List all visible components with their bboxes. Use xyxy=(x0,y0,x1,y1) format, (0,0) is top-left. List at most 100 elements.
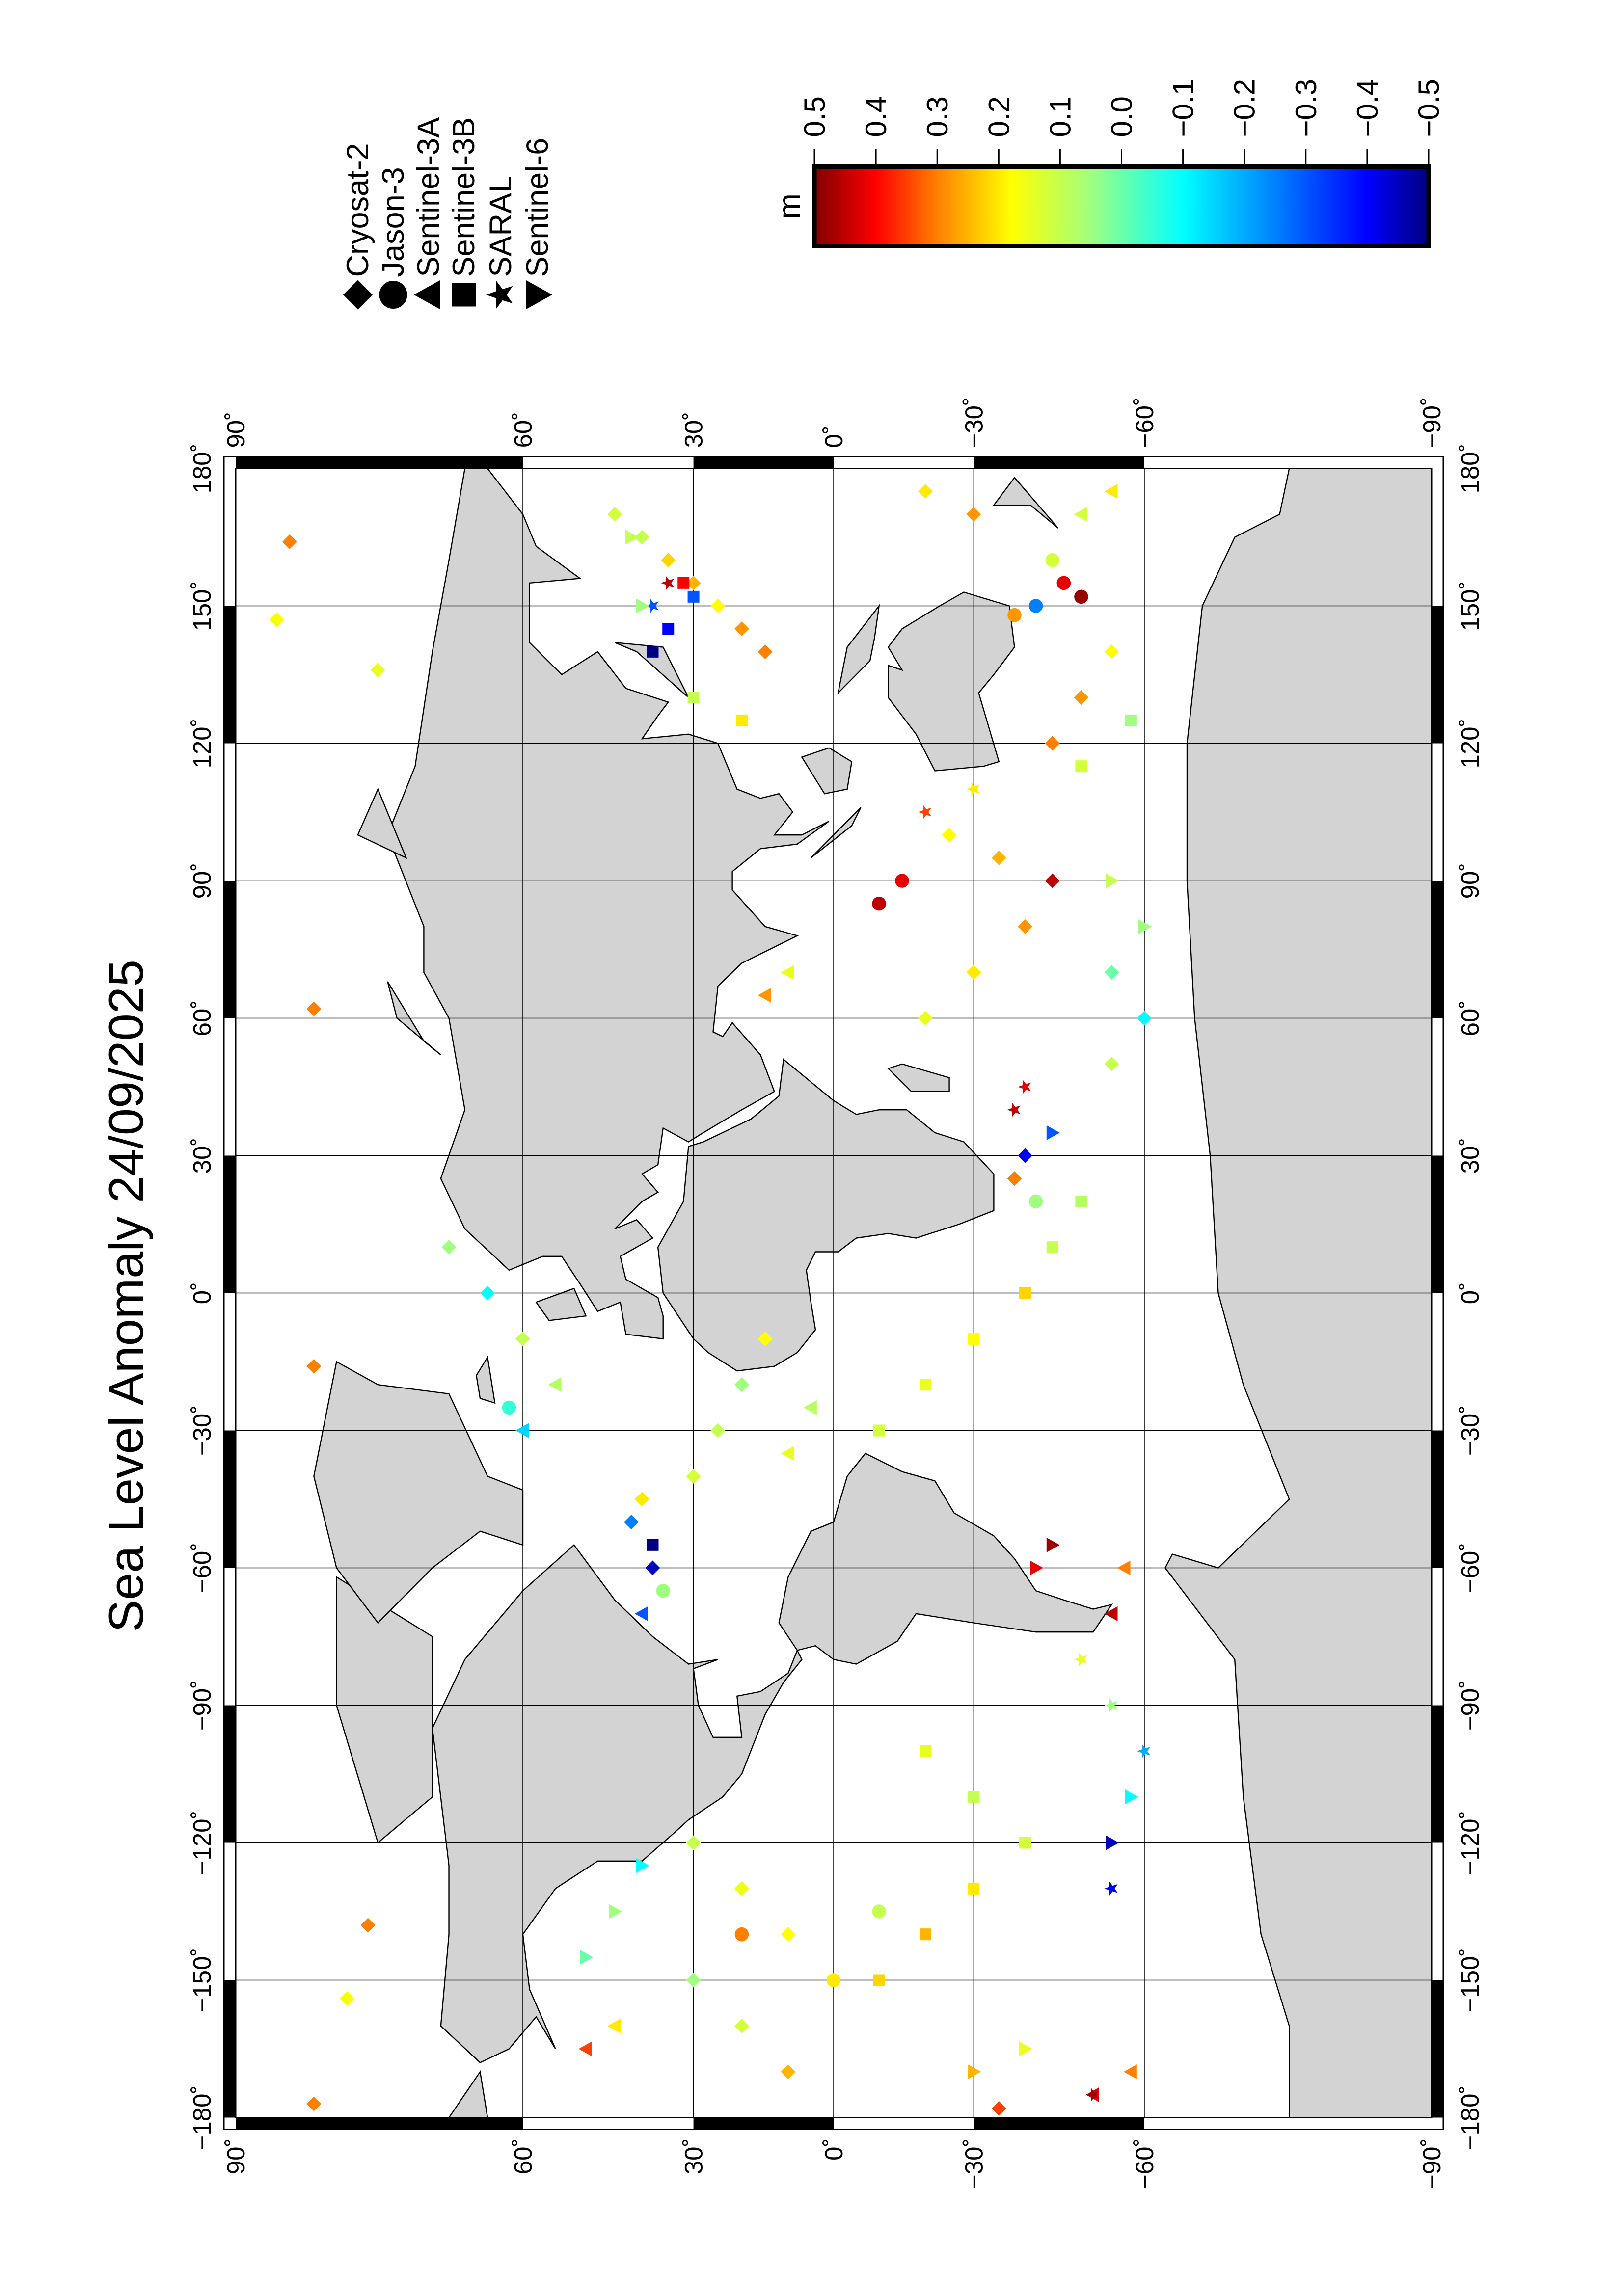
observation-jason-3-marker xyxy=(895,874,909,888)
colorbar-unit-label: m xyxy=(772,193,807,219)
lat-tick-label-right: −60˚ xyxy=(1131,397,1159,448)
observation-cryosat-2-marker xyxy=(1018,919,1033,934)
frame-bar xyxy=(974,456,1145,469)
land-polygon xyxy=(357,787,407,859)
observation-cryosat-2-marker xyxy=(1045,736,1060,751)
observation-cryosat-2-marker xyxy=(710,1423,726,1438)
observation-sentinel-6-marker xyxy=(580,1949,594,1965)
lon-tick-label-top: −90˚ xyxy=(188,1680,216,1731)
lon-tick-label-bottom: −60˚ xyxy=(1456,1543,1484,1594)
observation-saral-marker xyxy=(1018,1080,1031,1094)
observation-cryosat-2-marker xyxy=(757,1331,773,1346)
observation-jason-3-marker xyxy=(1074,589,1088,604)
observation-sentinel-3b-marker xyxy=(687,590,700,603)
frame-bar xyxy=(1432,606,1443,744)
frame-bar xyxy=(236,456,523,469)
observation-cryosat-2-marker xyxy=(734,1377,749,1392)
observation-cryosat-2-marker xyxy=(734,621,749,637)
observation-jason-3-marker xyxy=(1056,576,1071,590)
legend-label: Sentinel-6 xyxy=(520,138,555,277)
observation-cryosat-2-marker xyxy=(918,484,933,499)
legend-label: SARAL xyxy=(484,176,518,277)
lat-tick-label-left: 90˚ xyxy=(222,2138,250,2175)
observation-sentinel-6-marker xyxy=(1046,1537,1060,1552)
land-polygon xyxy=(387,468,830,1340)
observation-sentinel-3a-marker xyxy=(1104,1606,1118,1621)
observation-cryosat-2-marker xyxy=(1018,1148,1033,1163)
frame-bar xyxy=(974,2117,1145,2130)
colorbar-tick-label: −0.2 xyxy=(1228,79,1261,137)
legend-square-icon xyxy=(452,283,476,307)
observation-sentinel-6-marker xyxy=(1106,873,1119,888)
lon-tick-label-bottom: 180˚ xyxy=(1456,443,1484,493)
observation-cryosat-2-marker xyxy=(734,1881,749,1896)
observation-cryosat-2-marker xyxy=(661,553,676,568)
colorbar-tick-label: 0.4 xyxy=(860,96,893,137)
lat-tick-label-left: −60˚ xyxy=(1131,2138,1159,2189)
lat-tick-label-left: 0˚ xyxy=(820,2138,848,2161)
land-polygon xyxy=(837,604,880,695)
observation-cryosat-2-marker xyxy=(270,612,285,627)
lon-tick-label-top: −60˚ xyxy=(188,1543,216,1594)
lat-tick-label-right: 60˚ xyxy=(509,412,537,448)
observation-sentinel-3b-marker xyxy=(873,1974,885,1986)
observation-sentinel-3b-marker xyxy=(1019,1837,1031,1849)
land-polygon xyxy=(313,1361,524,1624)
lon-tick-label-top: 30˚ xyxy=(188,1138,216,1174)
frame-bar xyxy=(693,2117,834,2130)
observation-cryosat-2-marker xyxy=(282,534,298,549)
land-polygon xyxy=(810,807,862,858)
observation-sentinel-3b-marker xyxy=(968,1791,980,1803)
observation-cryosat-2-marker xyxy=(1007,1171,1022,1186)
observation-sentinel-3b-marker xyxy=(1125,714,1137,726)
observation-cryosat-2-marker xyxy=(607,507,622,522)
observation-sentinel-3b-marker xyxy=(735,714,748,726)
lat-tick-label-right: −30˚ xyxy=(960,397,988,448)
lon-tick-label-top: −150˚ xyxy=(188,1948,216,2013)
observation-saral-marker xyxy=(1074,1652,1087,1667)
observation-cryosat-2-marker xyxy=(966,507,981,522)
lon-tick-label-bottom: 150˚ xyxy=(1456,581,1484,631)
observation-jason-3-marker xyxy=(502,1400,516,1415)
frame-bar xyxy=(236,2117,523,2130)
observation-saral-marker xyxy=(661,576,675,590)
legend: Cryosat-2 Jason-3 Sentinel-3A Sentinel-3B SA… xyxy=(341,117,555,310)
colorbar-tick-label: 0.5 xyxy=(798,96,831,137)
observation-cryosat-2-marker xyxy=(710,598,726,614)
observation-sentinel-3b-marker xyxy=(920,1379,932,1391)
observation-cryosat-2-marker xyxy=(370,663,385,678)
observation-jason-3-marker xyxy=(734,1927,749,1942)
map-area xyxy=(236,468,1432,2118)
legend-label: Cryosat-2 xyxy=(341,143,375,277)
lon-tick-label-bottom: −150˚ xyxy=(1456,1948,1484,2013)
colorbar-tick-label: 0.0 xyxy=(1106,96,1138,137)
observation-sentinel-3b-marker xyxy=(968,1882,980,1895)
observation-cryosat-2-marker xyxy=(966,965,981,980)
lat-tick-label-right: 30˚ xyxy=(680,412,708,448)
observation-sentinel-3a-marker xyxy=(1123,2064,1137,2080)
lat-tick-label-right: 90˚ xyxy=(222,412,250,448)
observation-sentinel-3b-marker xyxy=(647,645,659,658)
land-polygon xyxy=(535,1287,587,1321)
observation-saral-marker xyxy=(1085,2087,1099,2102)
observation-cryosat-2-marker xyxy=(1137,1011,1152,1026)
observation-cryosat-2-marker xyxy=(918,1011,933,1026)
observation-sentinel-6-marker xyxy=(1046,1125,1060,1140)
observation-sentinel-6-marker xyxy=(1106,1835,1119,1850)
observation-jason-3-marker xyxy=(826,1973,841,1987)
lon-tick-label-bottom: −90˚ xyxy=(1456,1680,1484,1731)
legend-label: Sentinel-3B xyxy=(447,117,481,277)
observation-cryosat-2-marker xyxy=(991,850,1006,865)
observation-sentinel-3b-marker xyxy=(687,692,700,704)
observation-sentinel-3a-marker xyxy=(515,1423,529,1438)
land-polygon xyxy=(801,747,853,795)
frame-bar xyxy=(1432,1430,1443,1568)
lon-tick-label-top: 0˚ xyxy=(188,1282,216,1304)
colorbar-tick-label: 0.2 xyxy=(982,96,1015,137)
frame-bar xyxy=(1432,1705,1443,1843)
observation-sentinel-3a-marker xyxy=(548,1377,562,1392)
lon-tick-label-bottom: −120˚ xyxy=(1456,1811,1484,1875)
observation-cryosat-2-marker xyxy=(1045,873,1060,888)
observation-sentinel-6-marker xyxy=(636,1858,649,1873)
